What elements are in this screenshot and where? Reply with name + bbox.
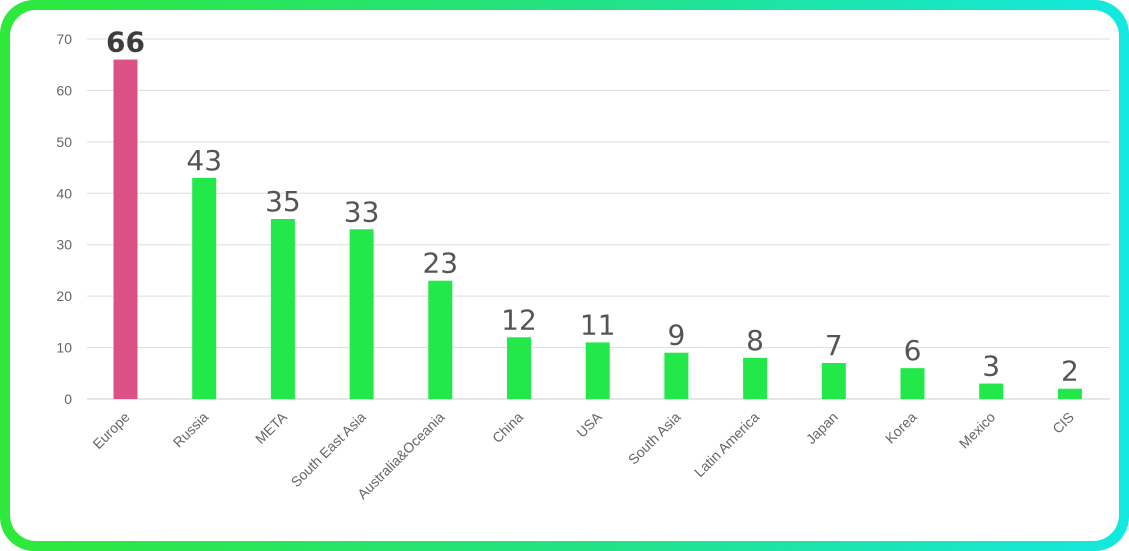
x-tick-label: South East Asia (288, 409, 369, 490)
data-label: 23 (422, 247, 458, 280)
bar (192, 177, 217, 399)
bar (113, 59, 138, 399)
x-tick-label: CIS (1049, 409, 1077, 437)
data-label: 33 (344, 195, 380, 228)
bar (664, 352, 689, 399)
bars (113, 59, 1082, 399)
y-tick-label: 0 (64, 391, 72, 407)
bar (507, 337, 531, 399)
bar (349, 229, 374, 399)
x-tick-label: South Asia (625, 409, 684, 468)
bar (428, 280, 453, 399)
data-label: 7 (825, 329, 843, 362)
bar (743, 357, 768, 399)
data-label: 3 (982, 350, 1000, 383)
y-tick-label: 50 (56, 134, 72, 150)
bar (1057, 388, 1082, 399)
x-tick-label: Russia (170, 409, 212, 451)
bar (979, 383, 1004, 399)
data-label: 12 (501, 303, 537, 336)
data-label: 11 (580, 308, 616, 341)
data-label: 35 (265, 185, 301, 218)
y-tick-label: 30 (56, 237, 72, 253)
data-label: 43 (186, 144, 222, 177)
data-labels: 66 43 35 33 23 12 11 9 8 7 6 3 2 (106, 26, 1079, 388)
x-tick-label: META (252, 408, 291, 447)
data-label: 8 (746, 324, 764, 357)
x-tick-label: Europe (89, 409, 132, 452)
bar (821, 363, 846, 399)
bar (585, 342, 610, 399)
x-tick-label: Japan (803, 409, 841, 447)
y-tick-label: 20 (56, 288, 72, 304)
data-label: 66 (106, 26, 145, 59)
data-label: 2 (1061, 355, 1079, 388)
y-tick-label: 10 (56, 340, 72, 356)
x-tick-label: USA (573, 408, 605, 440)
chart-card: 0 10 20 30 40 50 60 70 66 43 35 33 23 12 11 9 8 7 6 3 2 Eur… (10, 10, 1119, 541)
bar (900, 368, 925, 399)
y-axis-ticks: 0 10 20 30 40 50 60 70 (56, 31, 72, 407)
bar (270, 219, 295, 399)
data-label: 6 (904, 334, 922, 367)
data-label: 9 (667, 319, 685, 352)
bar-chart: 0 10 20 30 40 50 60 70 66 43 35 33 23 12 11 9 8 7 6 3 2 Eur… (56, 26, 1110, 502)
y-tick-label: 40 (56, 185, 72, 201)
x-tick-label: Australia&Oceania (354, 409, 447, 502)
y-tick-label: 70 (56, 31, 72, 47)
x-tick-label: Korea (882, 409, 920, 447)
grid-lines (87, 38, 1110, 400)
y-tick-label: 60 (56, 82, 72, 98)
x-tick-label: China (489, 409, 526, 446)
x-tick-label: Latin America (691, 409, 762, 480)
x-tick-label: Mexico (956, 409, 999, 452)
